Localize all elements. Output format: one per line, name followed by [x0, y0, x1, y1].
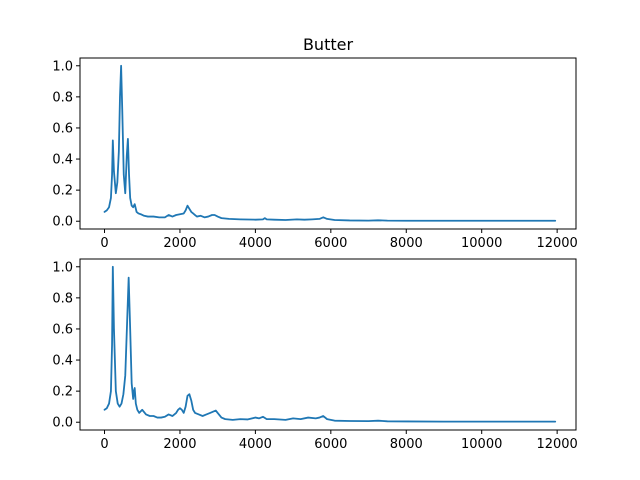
top-ytick-label: 0.2 — [52, 184, 73, 199]
bottom-subplot: 0 2000 4000 6000 8000 10000 12000 0.0 0.2 0.4 0.6 0… — [52, 258, 578, 452]
top-subplot-ticks: 0 2000 4000 6000 8000 10000 12000 0.0 0.2 0.4 0.6 0… — [52, 59, 578, 251]
bottom-xtick-label: 0 — [100, 437, 108, 452]
bottom-xtick-label: 12000 — [536, 437, 577, 452]
top-xtick-label: 0 — [100, 236, 108, 251]
bottom-xtick-label: 6000 — [314, 437, 347, 452]
bottom-ytick-label: 0.0 — [52, 416, 73, 431]
top-subplot-title: Butter — [303, 35, 354, 54]
top-xtick-label: 2000 — [163, 236, 196, 251]
top-ytick-label: 0.0 — [52, 215, 73, 230]
bottom-ytick-label: 0.4 — [52, 354, 73, 369]
bottom-axes-frame — [79, 258, 577, 431]
top-ytick-label: 0.4 — [52, 153, 73, 168]
bottom-xtick-label: 4000 — [239, 437, 272, 452]
top-series-line — [103, 64, 557, 222]
top-xtick-label: 8000 — [390, 236, 423, 251]
top-xtick-label: 4000 — [239, 236, 272, 251]
bottom-xtick-label: 8000 — [390, 437, 423, 452]
top-ytick-label: 1.0 — [52, 59, 73, 74]
top-xtick-label: 6000 — [314, 236, 347, 251]
top-axes-frame — [79, 57, 577, 230]
bottom-ytick-label: 0.8 — [52, 291, 73, 306]
bottom-subplot-ticks: 0 2000 4000 6000 8000 10000 12000 0.0 0.2 0.4 0.6 0… — [52, 260, 578, 452]
bottom-ytick-label: 0.2 — [52, 385, 73, 400]
top-xtick-label: 10000 — [461, 236, 502, 251]
top-subplot: Butter 0 2000 4000 6000 8000 10000 12000 0.0 0.2… — [52, 35, 578, 251]
bottom-xtick-label: 2000 — [163, 437, 196, 452]
top-ytick-label: 0.6 — [52, 121, 73, 136]
bottom-ytick-label: 1.0 — [52, 260, 73, 275]
bottom-ytick-label: 0.6 — [52, 322, 73, 337]
top-xtick-label: 12000 — [536, 236, 577, 251]
top-ytick-label: 0.8 — [52, 90, 73, 105]
bottom-xtick-label: 10000 — [461, 437, 502, 452]
bottom-series-line — [103, 265, 557, 423]
